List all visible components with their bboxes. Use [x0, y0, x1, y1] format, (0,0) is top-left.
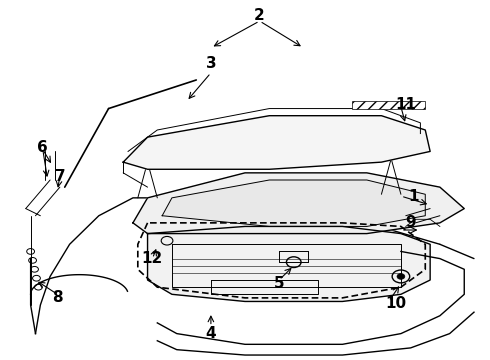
Text: 10: 10 [386, 296, 407, 311]
Polygon shape [162, 180, 425, 226]
Text: 4: 4 [206, 326, 216, 341]
Circle shape [397, 274, 405, 279]
Text: 11: 11 [395, 98, 416, 112]
Polygon shape [123, 116, 430, 169]
Polygon shape [147, 226, 430, 301]
Text: 12: 12 [142, 251, 163, 266]
Text: 1: 1 [408, 189, 418, 203]
Text: 3: 3 [206, 57, 216, 71]
Text: 9: 9 [405, 215, 416, 230]
Text: 7: 7 [54, 169, 65, 184]
Text: 8: 8 [52, 291, 63, 305]
Text: 5: 5 [274, 276, 284, 291]
Bar [352, 102, 425, 109]
Text: 2: 2 [254, 8, 265, 23]
Polygon shape [133, 173, 464, 234]
Text: 6: 6 [37, 140, 48, 156]
